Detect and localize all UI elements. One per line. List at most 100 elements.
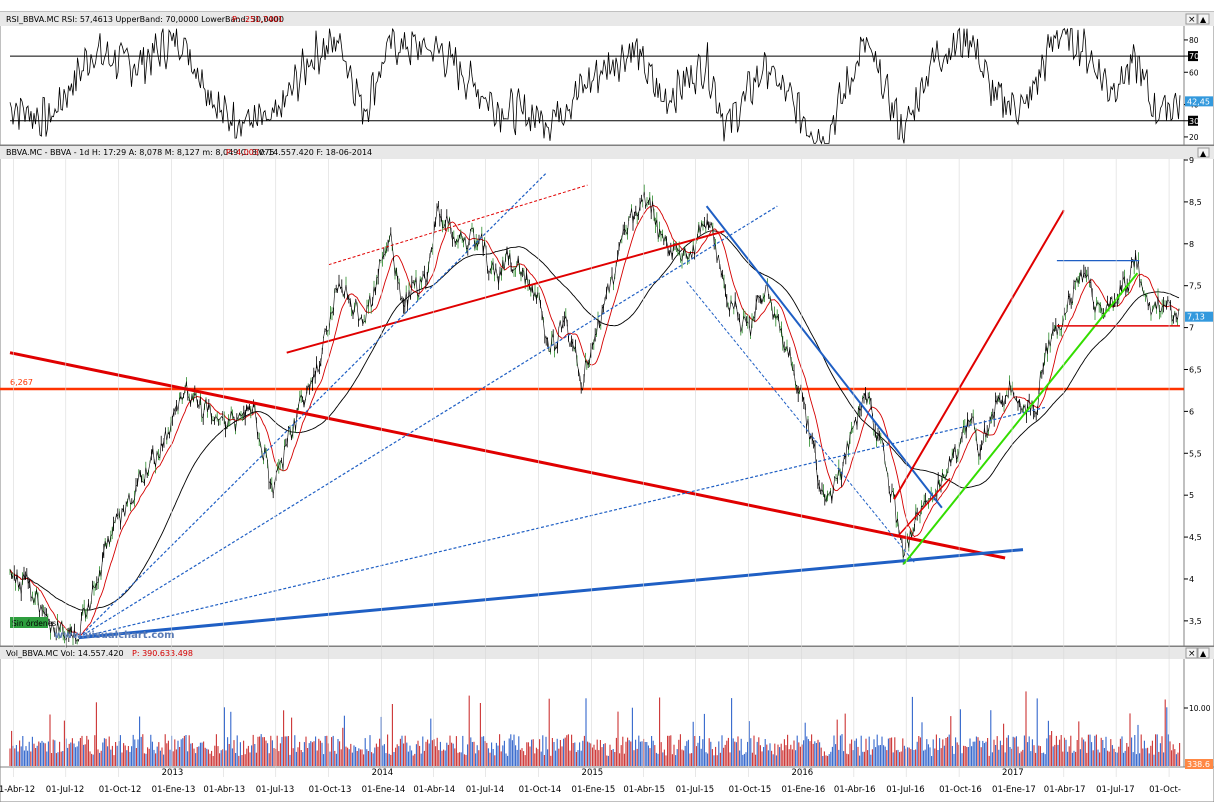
- rsi-close-button[interactable]: ×: [1185, 13, 1198, 25]
- trendlines: [9, 172, 1180, 640]
- trendline-red: [893, 209, 1065, 500]
- x-year-label: 2014: [372, 768, 394, 778]
- trendline-red: [328, 184, 588, 266]
- price-last-label: 7,13: [1185, 311, 1213, 322]
- svg-text:338.6: 338.6: [1187, 760, 1210, 769]
- rsi-header-label: RSI_BBVA.MC RSI: 57,4613 UpperBand: 70,0…: [6, 15, 284, 24]
- x-date-label: 01-Oct-14: [519, 785, 562, 795]
- x-date-label: 01-Oct-: [1149, 785, 1181, 795]
- volume-tick-label: 10.00: [1189, 704, 1211, 713]
- x-date-label: 01-Jul-16: [886, 785, 925, 795]
- volume-header-label: Vol_BBVA.MC Vol: 14.557.420: [6, 649, 124, 658]
- rsi-tick-label: 80: [1189, 36, 1199, 45]
- trendline-blue: [705, 205, 943, 509]
- price-panel: [0, 145, 1214, 647]
- volume-header-bar: [0, 647, 1214, 659]
- x-date-label: 01-Ene-17: [992, 785, 1036, 795]
- price-collapse-button[interactable]: ▲: [1197, 147, 1210, 158]
- volume-bars: [9, 691, 1181, 766]
- x-date-label: 01-Jul-13: [256, 785, 294, 795]
- price-tick-label: 4,5: [1189, 533, 1202, 542]
- x-axis-area: [0, 766, 1214, 802]
- rsi-band-tick-bg: [1188, 115, 1198, 126]
- x-date-label: 01-Oct-13: [309, 785, 352, 795]
- trendline-blue: [78, 548, 1024, 640]
- price-tick-label: 3,5: [1189, 617, 1202, 626]
- price-series-line: [9, 191, 1180, 643]
- order-badge-label: Sin órdenes: [12, 619, 56, 628]
- price-tick-label: 5,5: [1189, 449, 1202, 458]
- x-date-label: 01-Ene-15: [572, 785, 616, 795]
- caret-up-icon: ▲: [1200, 149, 1207, 158]
- x-date-label: 01-Jul-15: [676, 785, 715, 795]
- volume-y-axis: 10.00: [1184, 704, 1211, 713]
- level-label: 6,267: [10, 378, 33, 387]
- watermark: www.visualchart.com: [54, 630, 175, 641]
- svg-text:42,45: 42,45: [1187, 97, 1210, 106]
- trendline-blue: [686, 281, 915, 563]
- price-tick-label: 6,5: [1189, 365, 1202, 374]
- rsi-tick-label: 60: [1189, 68, 1199, 77]
- price-tick-label: 7,5: [1189, 282, 1202, 291]
- x-date-label: 01-Abr-16: [834, 785, 876, 795]
- x-axis-grid: [13, 159, 1170, 777]
- price-tick-label: 5: [1189, 491, 1194, 500]
- rsi-band-tick-bg: [1188, 51, 1198, 62]
- x-date-label: 01-Abr-12: [0, 785, 35, 795]
- x-year-label: 2017: [1002, 768, 1024, 778]
- x-date-label: 01-Abr-13: [203, 785, 245, 795]
- x-year-label: 2013: [162, 768, 184, 778]
- price-tick-label: 8: [1189, 240, 1194, 249]
- trendline-blue: [78, 205, 778, 639]
- x-year-label: 2016: [792, 768, 814, 778]
- svg-text:7,13: 7,13: [1187, 313, 1205, 322]
- rsi-series-line: [9, 27, 1181, 145]
- trendline-red: [9, 351, 1006, 560]
- x-date-label: 01-Abr-14: [413, 785, 455, 795]
- x-date-label: 01-Oct-15: [729, 785, 772, 795]
- volume-header-p: P: 390.633.498: [132, 649, 193, 658]
- rsi-header-bar: [0, 12, 1214, 26]
- x-date-label: 01-Oct-12: [99, 785, 142, 795]
- caret-up-icon: ▲: [1200, 649, 1207, 658]
- volume-last-label: 338.6: [1185, 759, 1213, 769]
- price-y-axis: 9 8,5 8 7,5 7 6,5 6 5,5 5 4,5 4 3,5: [1184, 156, 1202, 626]
- x-date-label: 01-Jul-14: [466, 785, 505, 795]
- x-date-label: 01-Jul-17: [1096, 785, 1135, 795]
- price-tick-label: 6: [1189, 407, 1194, 416]
- price-tick-label: 4: [1189, 575, 1194, 584]
- x-date-label: 01-Ene-14: [362, 785, 406, 795]
- x-date-label: 01-Ene-16: [782, 785, 826, 795]
- order-badge[interactable]: Sin órdenes: [10, 617, 56, 628]
- x-axis-labels: 01-Abr-12 01-Jul-12 01-Oct-12 01-Ene-13 01-A…: [0, 768, 1181, 795]
- x-year-label: 2015: [582, 768, 604, 778]
- close-icon: ×: [1188, 649, 1196, 659]
- trendline-red: [896, 477, 951, 538]
- trendline-green: [903, 272, 1139, 565]
- sma-long-line: [9, 230, 1180, 611]
- rsi-tick-label: 30: [1189, 117, 1199, 126]
- x-date-label: 01-Abr-15: [623, 785, 665, 795]
- trendline-red: [286, 230, 725, 354]
- caret-up-icon: ▲: [1200, 15, 1207, 24]
- price-header-label: BBVA.MC - BBVA - 1d H: 17:29 A: 8,078 M:…: [6, 148, 275, 157]
- x-date-label: 01-Oct-16: [939, 785, 982, 795]
- close-icon: ×: [1188, 15, 1196, 25]
- rsi-tick-label: 70: [1189, 52, 1199, 61]
- price-tick-label: 9: [1189, 156, 1194, 165]
- volume-collapse-button[interactable]: ▲: [1197, 647, 1210, 659]
- rsi-header-p: P: -251,7401: [232, 15, 283, 24]
- price-tick-label: 8,5: [1189, 198, 1202, 207]
- price-header-tail: V: 14.557.420 F: 18-06-2014: [258, 148, 372, 157]
- trendline-blue: [78, 406, 1047, 639]
- x-date-label: 01-Ene-13: [152, 785, 196, 795]
- price-tick-label: 7: [1189, 324, 1194, 333]
- price-header-bar: [0, 146, 1214, 159]
- price-header-p: P: 4,003: [226, 148, 259, 157]
- rsi-tick-label: 20: [1189, 133, 1199, 142]
- x-date-label: 01-Jul-12: [46, 785, 85, 795]
- rsi-last-label: 42,45: [1185, 96, 1213, 107]
- rsi-collapse-button[interactable]: ▲: [1197, 13, 1210, 25]
- volume-close-button[interactable]: ×: [1185, 647, 1198, 659]
